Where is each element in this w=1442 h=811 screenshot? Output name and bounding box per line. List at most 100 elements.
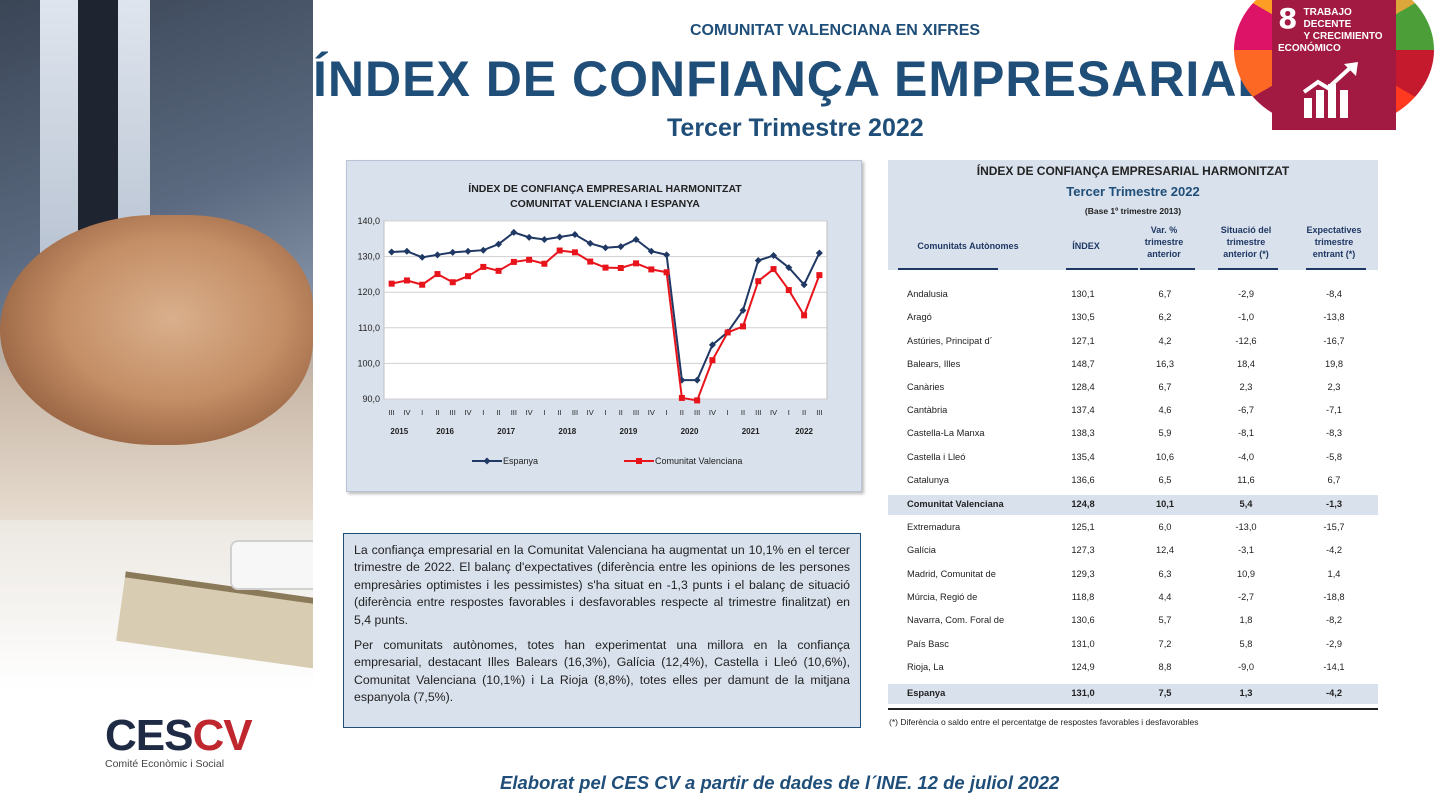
- column-header-line: anterior: [1147, 249, 1181, 259]
- x-tick-label: I: [543, 408, 545, 417]
- confidence-chart-svg: ÍNDEX DE CONFIANÇA EMPRESARIAL HARMONITZ…: [357, 182, 828, 466]
- legend-label: Comunitat Valenciana: [655, 456, 742, 466]
- data-point: [739, 323, 746, 330]
- region-name: Espanya: [907, 688, 946, 698]
- table-row: Castella-La Manxa 138,3 5,9 -8,1 -8,3: [888, 424, 1378, 444]
- data-point: [449, 248, 457, 256]
- chart-title-line-1: ÍNDEX DE CONFIANÇA EMPRESARIAL HARMONITZ…: [468, 182, 742, 195]
- data-point: [693, 376, 701, 384]
- data-point: [678, 394, 685, 401]
- data-point: [541, 260, 548, 267]
- data-point: [815, 249, 823, 257]
- table-row: Navarra, Com. Foral de 130,6 5,7 1,8 -8,2: [888, 611, 1378, 631]
- year-label: 2015: [390, 427, 408, 436]
- region-name: Navarra, Com. Foral de: [907, 615, 1005, 625]
- table-row: Espanya 131,0 7,5 1,3 -4,2: [888, 684, 1378, 704]
- y-tick-label: 110,0: [358, 323, 380, 333]
- table-row: Madrid, Comunitat de 129,3 6,3 10,9 1,4: [888, 565, 1378, 585]
- table-row: Cantàbria 137,4 4,6 -6,7 -7,1: [888, 401, 1378, 421]
- table-cell: 6,2: [1158, 312, 1172, 322]
- column-header: Comunitats Autònomes: [888, 240, 1048, 252]
- region-name: Canàries: [907, 382, 945, 392]
- table-cell: 130,6: [1071, 615, 1095, 625]
- table-cell: 8,8: [1158, 662, 1172, 672]
- data-point: [800, 281, 808, 289]
- table-cell: 1,8: [1239, 615, 1253, 625]
- data-point: [480, 263, 487, 270]
- data-point: [724, 329, 731, 336]
- chart-title-line-2: COMUNITAT VALENCIANA I ESPANYA: [510, 198, 700, 210]
- table-row: Catalunya 136,6 6,5 11,6 6,7: [888, 471, 1378, 491]
- data-point: [434, 271, 441, 278]
- table-period: Tercer Trimestre 2022: [1066, 184, 1200, 199]
- table-cell: 6,7: [1158, 289, 1172, 299]
- table-cell: -4,2: [1325, 545, 1343, 555]
- region-name: Cantàbria: [907, 405, 948, 415]
- table-cell: 131,0: [1071, 688, 1095, 698]
- table-cell: 118,8: [1071, 592, 1095, 602]
- table-bottom-rule: [888, 708, 1378, 710]
- x-tick-label: III: [694, 408, 700, 417]
- logo-subtitle: Comité Econòmic i Social: [105, 758, 225, 770]
- table-cell: 125,1: [1071, 522, 1095, 532]
- x-tick-label: II: [680, 408, 684, 417]
- sdg-8-badge: 8 TRABAJO DECENTE Y CRECIMIENTO ECONÓMIC…: [1234, 0, 1434, 130]
- table-cell: 5,4: [1239, 499, 1253, 509]
- table-cell: -4,2: [1325, 688, 1343, 698]
- data-point: [449, 279, 456, 286]
- x-tick-label: III: [389, 408, 395, 417]
- y-tick-label: 90,0: [362, 394, 380, 404]
- table-cell: 4,4: [1158, 592, 1172, 602]
- legend-label: Espanya: [503, 456, 538, 466]
- table-row: Astúries, Principat d´ 127,1 4,2 -12,6 -16,7: [888, 332, 1378, 352]
- region-name: Castella-La Manxa: [907, 428, 985, 438]
- table-row: Castella i Lleó 135,4 10,6 -4,0 -5,8: [888, 448, 1378, 468]
- region-name: Madrid, Comunitat de: [907, 569, 996, 579]
- year-label: 2016: [436, 427, 454, 436]
- table-cell: 136,6: [1071, 475, 1095, 485]
- table-base: (Base 1º trimestre 2013): [1084, 206, 1182, 216]
- column-header-line: trimestre: [1144, 237, 1184, 247]
- table-cell: 4,6: [1158, 405, 1172, 415]
- handshake-photo: [0, 0, 313, 693]
- table-cell: -1,3: [1325, 499, 1343, 509]
- data-point: [785, 264, 793, 272]
- table-cell: -13,0: [1235, 522, 1257, 532]
- x-tick-label: I: [788, 408, 790, 417]
- region-name: Múrcia, Regió de: [907, 592, 978, 602]
- data-point: [633, 260, 640, 267]
- chart-legend: Espanya Comunitat Valenciana: [472, 456, 742, 466]
- table-row: Canàries 128,4 6,7 2,3 2,3: [888, 378, 1378, 398]
- year-label: 2021: [742, 427, 760, 436]
- table-row: Múrcia, Regió de 118,8 4,4 -2,7 -18,8: [888, 588, 1378, 608]
- summary-paragraph-2: Per comunitats autònomes, totes han expe…: [354, 638, 850, 705]
- table-cell: -7,1: [1325, 405, 1343, 415]
- table-cell: 2,3: [1327, 382, 1341, 392]
- x-tick-label: I: [482, 408, 484, 417]
- summary-box: La confiança empresarial en la Comunitat…: [343, 533, 861, 728]
- year-label: 2019: [620, 427, 638, 436]
- logo-part-2: CV: [192, 711, 252, 760]
- data-point: [586, 239, 594, 247]
- y-tick-label: 130,0: [357, 252, 380, 262]
- column-header-line: Situació del: [1220, 225, 1272, 235]
- data-point: [648, 266, 655, 273]
- table-cell: 12,4: [1155, 545, 1175, 555]
- data-point: [754, 257, 762, 265]
- table-cell: 6,0: [1158, 522, 1172, 532]
- region-name: Castella i Lleó: [907, 452, 966, 462]
- data-point: [709, 357, 716, 364]
- column-header-line: Comunitats Autònomes: [917, 241, 1019, 251]
- table-cell: 127,3: [1071, 545, 1095, 555]
- data-point: [770, 266, 777, 273]
- column-header: ÍNDEX: [1066, 240, 1106, 252]
- page-title: ÍNDEX DE CONFIANÇA EMPRESARIAL: [313, 51, 1269, 107]
- table-cell: 131,0: [1071, 639, 1095, 649]
- sdg-line-3: ECONÓMICO: [1278, 43, 1341, 54]
- table-cell: -18,8: [1323, 592, 1345, 602]
- page-supertitle: COMUNITAT VALENCIANA EN XIFRES: [690, 22, 981, 39]
- data-point: [403, 247, 411, 255]
- table-cell: 138,3: [1071, 428, 1095, 438]
- table-cell: 4,2: [1158, 336, 1172, 346]
- x-tick-label: II: [741, 408, 745, 417]
